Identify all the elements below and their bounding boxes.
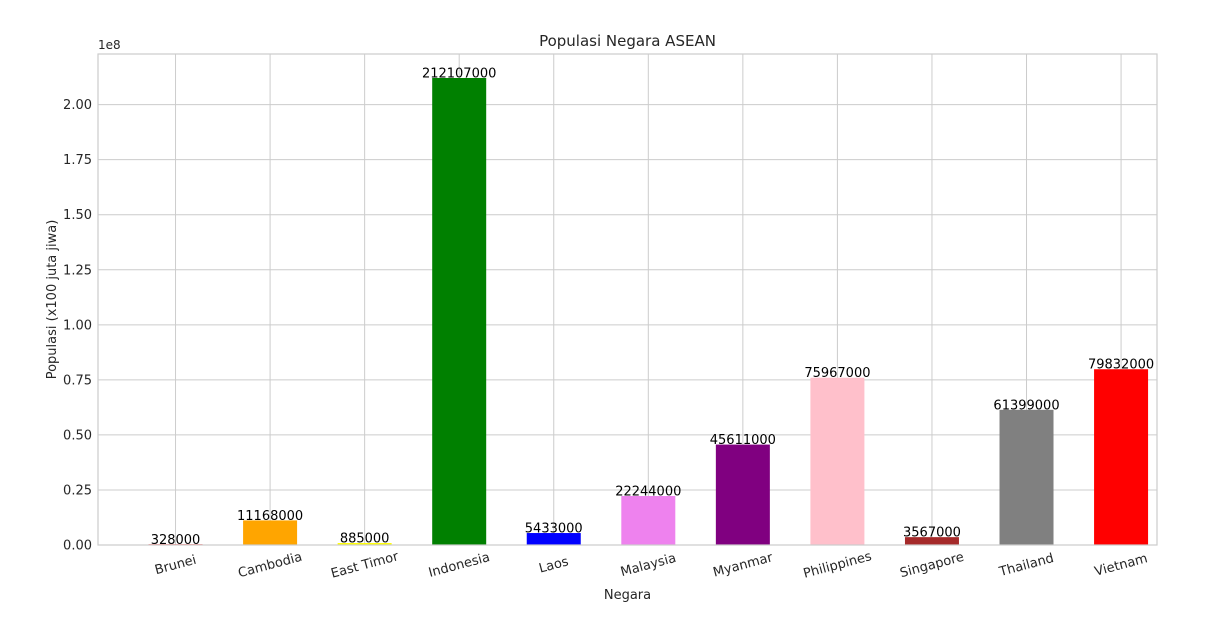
bar-singapore <box>904 537 959 545</box>
y-tick-label: 1.75 <box>63 153 92 168</box>
bar-value-label: 328000 <box>151 533 201 548</box>
chart-title: Populasi Negara ASEAN <box>539 32 716 50</box>
y-tick-label: 1.50 <box>63 208 92 223</box>
y-tick-label: 0.00 <box>63 539 92 554</box>
x-tick-label: Singapore <box>898 550 965 581</box>
x-tick-label: Vietnam <box>1093 551 1149 580</box>
x-tick-label: Philippines <box>802 549 874 582</box>
bar-myanmar <box>715 444 770 545</box>
bar-east-timor <box>337 543 392 545</box>
bar-philippines <box>810 377 865 545</box>
bar-value-label: 5433000 <box>525 522 583 537</box>
x-tick-label: East Timor <box>329 549 400 582</box>
bar-malaysia <box>621 496 676 545</box>
y-axis-label: Populasi (x100 juta jiwa) <box>45 220 60 380</box>
bar-vietnam <box>1094 369 1149 545</box>
bar-value-label: 61399000 <box>993 398 1059 413</box>
x-tick-label: Brunei <box>153 553 198 578</box>
bar-value-label: 3567000 <box>903 526 961 541</box>
bar-value-label: 11168000 <box>237 509 303 524</box>
bars-layer <box>148 77 1149 546</box>
x-tick-label: Malaysia <box>619 551 678 580</box>
bar-cambodia <box>243 520 298 545</box>
bar-value-label: 75967000 <box>804 366 870 381</box>
ticks-layer: 0.00 0.25 0.50 0.75 1.00 1.25 1.50 1.75 2.00 Brun… <box>63 98 1149 582</box>
y-tick-label: 0.50 <box>63 428 92 443</box>
y-axis-offset-label: 1e8 <box>98 38 121 52</box>
x-tick-label: Cambodia <box>237 550 304 582</box>
bar-value-label: 79832000 <box>1088 358 1154 373</box>
grid-layer <box>98 54 1157 546</box>
y-tick-label: 1.25 <box>63 263 92 278</box>
bar-value-label: 885000 <box>340 532 390 547</box>
value-labels-layer: 328000 11168000 885000 212107000 5433000 2224… <box>151 66 1154 547</box>
bar-indonesia <box>432 77 487 546</box>
bar-thailand <box>999 409 1054 545</box>
x-tick-label: Indonesia <box>427 550 492 581</box>
x-tick-label: Myanmar <box>712 550 776 580</box>
x-tick-label: Laos <box>537 554 570 576</box>
y-tick-label: 0.25 <box>63 483 92 498</box>
y-tick-label: 0.75 <box>63 373 92 388</box>
x-axis-label: Negara <box>604 588 651 603</box>
x-tick-label: Thailand <box>997 551 1056 580</box>
bar-value-label: 45611000 <box>710 433 776 448</box>
bar-laos <box>526 533 581 545</box>
bar-value-label: 22244000 <box>615 485 681 500</box>
y-tick-label: 2.00 <box>63 98 92 113</box>
bar-value-label: 212107000 <box>422 66 496 81</box>
plot-frame <box>97 53 1158 546</box>
y-tick-label: 1.00 <box>63 318 92 333</box>
